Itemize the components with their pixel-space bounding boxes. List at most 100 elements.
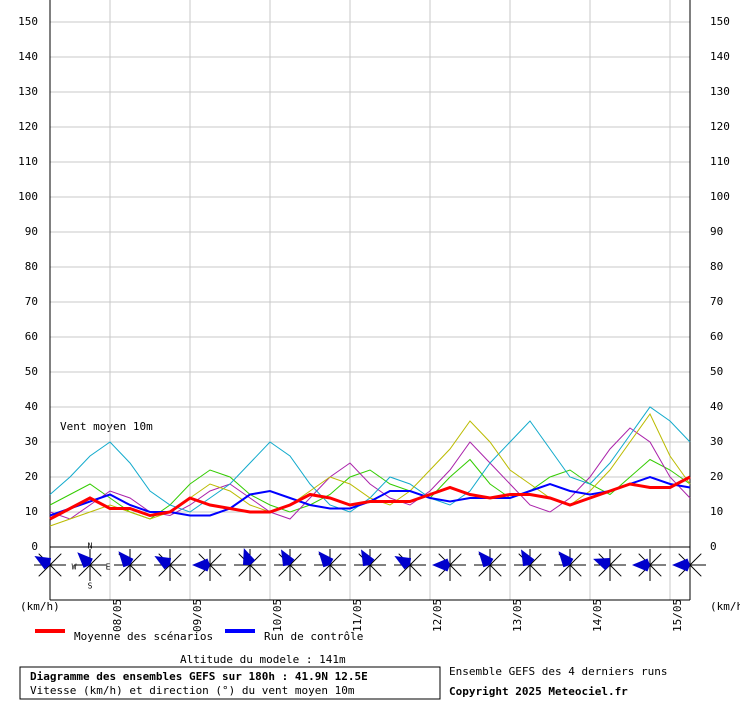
rose-ray bbox=[129, 553, 142, 566]
y-tick-label: 20 bbox=[710, 470, 723, 483]
rose-ray bbox=[689, 564, 702, 577]
rose-ray bbox=[369, 553, 382, 566]
y-tick-label: 10 bbox=[25, 505, 38, 518]
rose-ray bbox=[278, 564, 291, 577]
y-tick-label: 0 bbox=[710, 540, 717, 553]
y-tick-label: 130 bbox=[710, 85, 730, 98]
rose-ray bbox=[49, 564, 62, 577]
y-tick-label: 90 bbox=[25, 225, 38, 238]
runs-note: Ensemble GEFS des 4 derniers runs bbox=[449, 665, 668, 678]
rose-wedge bbox=[478, 551, 494, 568]
y-tick-label: 100 bbox=[18, 190, 38, 203]
rose-ray bbox=[649, 553, 662, 566]
y-tick-label: 20 bbox=[25, 470, 38, 483]
rose-ray bbox=[489, 553, 502, 566]
rose-wedge bbox=[192, 558, 210, 572]
rose-ray bbox=[209, 553, 222, 566]
chart-subtitle: Vitesse (km/h) et direction (°) du vent … bbox=[30, 684, 355, 697]
y-tick-label: 80 bbox=[25, 260, 38, 273]
x-tick-label: 14/05 bbox=[591, 599, 604, 632]
rose-wedge bbox=[318, 551, 334, 568]
rose-ray bbox=[369, 564, 382, 577]
rose-ray bbox=[38, 564, 51, 577]
rose-wedge bbox=[118, 551, 134, 568]
rose-wedge bbox=[77, 552, 93, 568]
rose-ray bbox=[569, 553, 582, 566]
rose-wedge bbox=[593, 558, 610, 571]
y-tick-label: 80 bbox=[710, 260, 723, 273]
y-tick-label: 40 bbox=[710, 400, 723, 413]
rose-wedge bbox=[281, 549, 295, 567]
rose-ray bbox=[409, 553, 422, 566]
y-tick-label: 0 bbox=[31, 540, 38, 553]
rose-ray bbox=[398, 564, 411, 577]
rose-ray bbox=[558, 564, 571, 577]
rose-wedge bbox=[394, 556, 412, 570]
y-tick-label: 30 bbox=[25, 435, 38, 448]
rose-ray bbox=[49, 553, 62, 566]
y-tick-label: 110 bbox=[18, 155, 38, 168]
rose-ray bbox=[209, 564, 222, 577]
y-tick-label: 70 bbox=[710, 295, 723, 308]
rose-ray bbox=[449, 564, 462, 577]
compass-label: E bbox=[106, 563, 111, 572]
legend-label: Moyenne des scénarios bbox=[74, 630, 213, 643]
rose-ray bbox=[238, 564, 251, 577]
legend-label: Run de contrôle bbox=[264, 630, 363, 643]
y-unit: (km/h) bbox=[20, 600, 60, 613]
y-tick-label: 140 bbox=[18, 50, 38, 63]
series-line bbox=[49, 475, 691, 521]
rose-ray bbox=[318, 564, 331, 577]
series-line bbox=[49, 413, 691, 527]
x-tick-label: 10/05 bbox=[271, 599, 284, 632]
rose-ray bbox=[129, 564, 142, 577]
y-tick-label: 90 bbox=[710, 225, 723, 238]
rose-ray bbox=[89, 564, 102, 577]
y-tick-label: 60 bbox=[25, 330, 38, 343]
rose-ray bbox=[118, 564, 131, 577]
copyright: Copyright 2025 Meteociel.fr bbox=[449, 685, 628, 698]
y-tick-label: 110 bbox=[710, 155, 730, 168]
y-tick-label: 130 bbox=[18, 85, 38, 98]
y-tick-label: 40 bbox=[25, 400, 38, 413]
rose-wedge bbox=[558, 551, 574, 568]
y-tick-label: 120 bbox=[18, 120, 38, 133]
compass-label: S bbox=[88, 582, 93, 591]
rose-ray bbox=[609, 553, 622, 566]
y-tick-label: 140 bbox=[710, 50, 730, 63]
y-tick-label: 100 bbox=[710, 190, 730, 203]
rose-ray bbox=[169, 553, 182, 566]
rose-ray bbox=[649, 564, 662, 577]
title-box bbox=[19, 666, 441, 700]
compass-label: W bbox=[72, 563, 77, 572]
rose-ray bbox=[78, 564, 91, 577]
rose-wedge bbox=[521, 549, 535, 567]
x-tick-label: 08/05 bbox=[111, 599, 124, 632]
rose-wedge bbox=[432, 558, 450, 572]
rose-wedge bbox=[243, 548, 256, 565]
rose-ray bbox=[518, 564, 531, 577]
x-tick-label: 15/05 bbox=[671, 599, 684, 632]
chart-title: Diagramme des ensembles GEFS sur 180h : … bbox=[30, 670, 368, 683]
rose-ray bbox=[609, 564, 622, 577]
rose-ray bbox=[289, 564, 302, 577]
x-tick-label: 13/05 bbox=[511, 599, 524, 632]
y-tick-label: 50 bbox=[25, 365, 38, 378]
rose-ray bbox=[529, 553, 542, 566]
rose-ray bbox=[329, 564, 342, 577]
rose-ray bbox=[329, 553, 342, 566]
rose-wedge bbox=[672, 558, 690, 572]
y-tick-label: 150 bbox=[18, 15, 38, 28]
y-tick-label: 50 bbox=[710, 365, 723, 378]
compass-label: N bbox=[88, 542, 93, 551]
rose-ray bbox=[249, 564, 262, 577]
rose-ray bbox=[158, 564, 171, 577]
rose-wedge bbox=[154, 556, 172, 570]
rose-wedge bbox=[361, 549, 375, 567]
y-tick-label: 30 bbox=[710, 435, 723, 448]
rose-wedge bbox=[632, 558, 650, 572]
rose-ray bbox=[489, 564, 502, 577]
y-unit: (km/h) bbox=[710, 600, 740, 613]
y-tick-label: 70 bbox=[25, 295, 38, 308]
